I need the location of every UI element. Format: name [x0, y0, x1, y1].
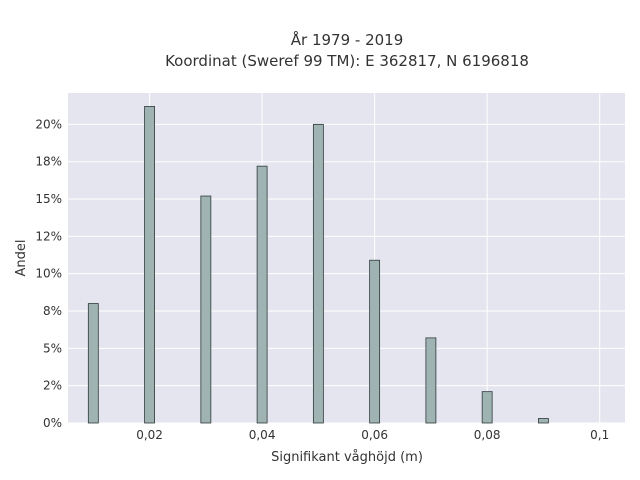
histogram-bar: [312, 123, 324, 424]
histogram-bar: [144, 106, 155, 424]
plot-area: [68, 93, 625, 423]
y-tick-label: 15%: [35, 192, 62, 206]
x-tick-label: 0,02: [136, 428, 163, 442]
histogram-bar: [256, 165, 268, 424]
y-tick-label: 2%: [43, 379, 62, 393]
x-tick-label: 0,1: [590, 428, 609, 442]
y-tick-label: 5%: [43, 341, 62, 355]
histogram-bar: [87, 303, 99, 424]
chart-title-line2: Koordinat (Sweref 99 TM): E 362817, N 61…: [165, 52, 529, 70]
y-tick-label: 12%: [35, 229, 62, 243]
y-tick-label: 10%: [35, 267, 62, 281]
histogram-bar: [200, 195, 212, 424]
x-tick-label: 0,06: [361, 428, 388, 442]
y-tick-label: 20%: [35, 117, 62, 131]
y-axis-title: Andel: [14, 240, 29, 277]
y-tick-label: 8%: [43, 304, 62, 318]
chart-title-line1: År 1979 - 2019: [291, 30, 404, 49]
x-tick-label: 0,08: [474, 428, 501, 442]
y-tick-label: 18%: [35, 155, 62, 169]
histogram-bar: [369, 259, 381, 424]
x-axis-title: Signifikant våghöjd (m): [271, 450, 423, 465]
y-tick-label: 0%: [43, 416, 62, 430]
histogram-bar: [425, 337, 437, 424]
histogram-bar: [481, 391, 493, 424]
tick-labels: 0% 2% 5% 8% 10% 12% 15% 18% 20% 0,02 0,04 0,06 0,08 0…: [35, 117, 609, 442]
bars: [87, 106, 549, 424]
histogram-bar: [538, 418, 549, 424]
x-tick-label: 0,04: [249, 428, 276, 442]
